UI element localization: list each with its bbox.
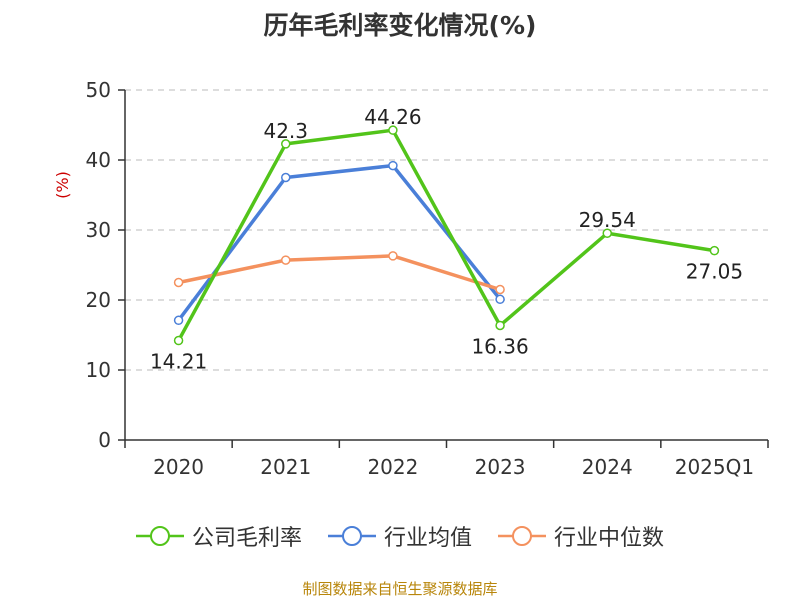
legend-marker-icon xyxy=(327,526,376,546)
legend-label: 公司毛利率 xyxy=(191,526,302,551)
data-point xyxy=(281,255,291,265)
data-point xyxy=(281,172,291,183)
data-point xyxy=(173,277,184,288)
legend-marker-icon xyxy=(498,526,546,546)
series-lines xyxy=(173,125,720,346)
data-label: 42.3 xyxy=(263,119,308,143)
chart-title: 历年毛利率变化情况(%) xyxy=(263,11,537,40)
series-line-1 xyxy=(177,163,502,322)
x-tick-label: 2024 xyxy=(582,455,633,479)
data-label: 44.26 xyxy=(364,105,421,129)
axes: 0 10 20 30 40 50 2020 2021 2022 2023 2024 2025Q1 (%) xyxy=(53,78,769,479)
x-tick-label: 2023 xyxy=(475,455,526,479)
x-tick-label: 2021 xyxy=(260,455,311,479)
data-label: 14.21 xyxy=(150,350,207,374)
y-tick-label: 0 xyxy=(98,428,111,452)
legend-item-1[interactable]: 行业均值 xyxy=(327,520,472,552)
legend-label: 行业中位数 xyxy=(554,526,665,551)
data-point xyxy=(495,284,505,295)
y-axis-label: (%) xyxy=(53,171,72,199)
data-point xyxy=(173,315,184,326)
x-tick-label: 2022 xyxy=(367,455,418,479)
legend-label: 行业均值 xyxy=(383,526,472,551)
y-tick-label: 30 xyxy=(86,218,111,242)
data-label: 16.36 xyxy=(471,334,528,358)
y-tick-label: 50 xyxy=(86,78,111,102)
data-point xyxy=(388,251,398,261)
series-line-2 xyxy=(178,254,501,292)
legend-item-0[interactable]: 公司毛利率 xyxy=(135,520,302,552)
legend: 公司毛利率 行业均值 行业中位数 xyxy=(0,518,800,554)
data-label: 27.05 xyxy=(686,260,743,284)
y-tick-label: 40 xyxy=(86,148,111,172)
legend-marker-icon xyxy=(135,526,184,546)
series-line-0 xyxy=(177,128,715,342)
data-point xyxy=(602,228,612,238)
data-point xyxy=(173,335,184,346)
x-tick-label: 2025Q1 xyxy=(675,455,754,479)
x-tick-label: 2020 xyxy=(153,455,204,479)
data-point xyxy=(388,160,398,171)
legend-item-2[interactable]: 行业中位数 xyxy=(498,520,664,552)
source-note: 制图数据来自恒生聚源数据库 xyxy=(302,580,498,598)
data-point xyxy=(709,245,720,256)
y-tick-label: 10 xyxy=(86,358,111,382)
data-label: 29.54 xyxy=(579,208,636,232)
data-point xyxy=(388,125,398,135)
data-point xyxy=(495,320,505,331)
y-tick-label: 20 xyxy=(86,288,111,312)
data-labels: 14.21 42.3 44.26 16.36 29.54 27.05 xyxy=(150,105,743,373)
data-point xyxy=(495,294,505,305)
data-point xyxy=(281,139,291,149)
